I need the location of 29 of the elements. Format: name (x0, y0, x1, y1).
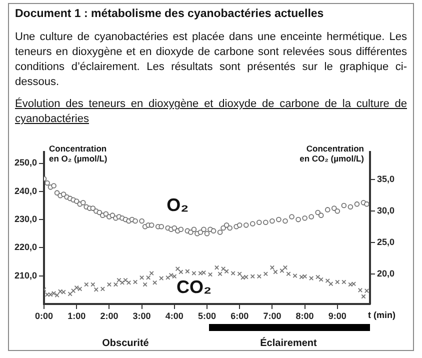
text: Obscurité (101, 338, 150, 349)
y2-axis-title: Concentration en CO₂ (µmol/L) (300, 144, 364, 164)
y2-tick-label: 25,0 (377, 236, 395, 247)
x-tick-label: 3:00 (132, 310, 151, 321)
y2-tick-label: 20,0 (377, 268, 395, 278)
x-tick-label: 7:00 (263, 310, 282, 321)
chart-title: Document 1 : métabolisme des cyanobactéries actuelles (15, 8, 324, 20)
series-label: O₂ (166, 194, 189, 215)
y2-tick-label: 30,0 (377, 206, 395, 216)
y-tick-label: 210,0 (14, 270, 37, 280)
x-tick-label: 5:00 (198, 310, 216, 321)
y-axis-title: Concentration en O₂ (µmol/L) (49, 144, 108, 164)
text: Éclairement (259, 338, 318, 349)
x-tick-label: 0:00 (34, 310, 54, 321)
x-tick-label: 6:00 (230, 310, 249, 321)
y-tick-label: 220,0 (14, 242, 37, 252)
x-tick-label: 8:00 (296, 310, 314, 321)
y-tick-label: 250,0 (14, 158, 37, 168)
y2-tick-label: 35,0 (377, 174, 395, 184)
x-axis-title: t (min) (368, 310, 396, 320)
text: Une culture de cyanobactéries est placée dans une enceinte hermétique. Les teneurs en dioxygène et en dioxyde de carbone sont relevées sous différentes conditions d’éclairement. Les résultats sont présentés sur le graphique ci-dessous. (15, 30, 407, 90)
x-tick-label: 9:00 (328, 310, 346, 321)
x-tick-label: 4:00 (165, 310, 184, 321)
x-tick-label: 1:00 (68, 310, 86, 321)
series-label: CO₂ (176, 277, 212, 298)
y-tick-label: 240,0 (14, 186, 37, 196)
x-tick-label: 2:00 (100, 310, 118, 321)
y-tick-label: 230,0 (14, 214, 37, 224)
chart-subtitle: Évolution des teneurs en dioxygène et dioxyde de carbone de la culture de cyanobactéries (15, 97, 407, 127)
